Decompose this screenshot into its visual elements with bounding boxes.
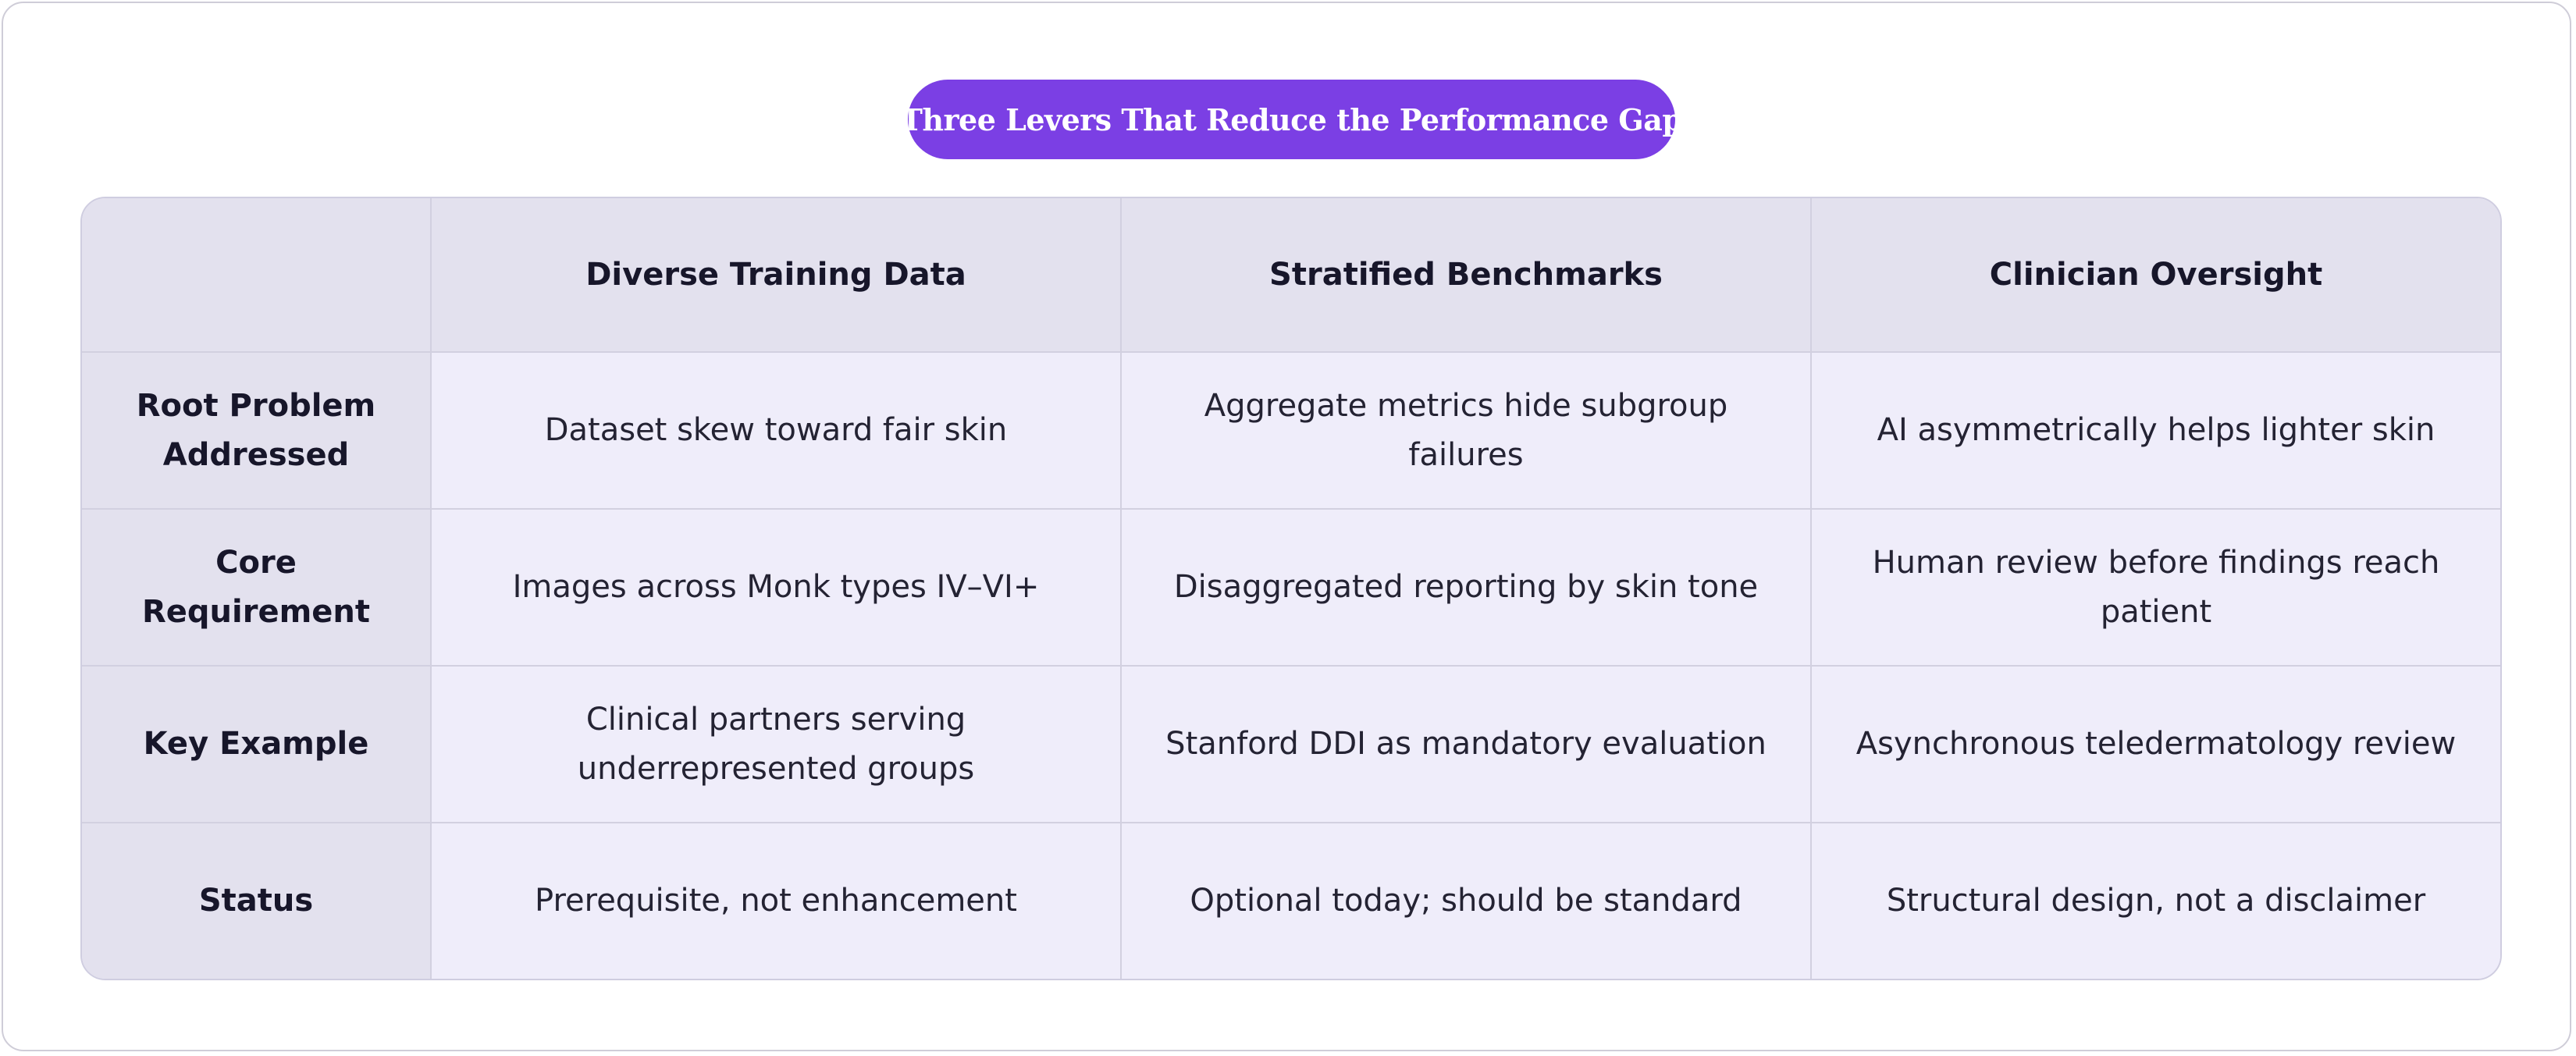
table-cell: Aggregate metrics hide subgroup failures — [1122, 353, 1812, 510]
row-header-key-example: Key Example — [82, 667, 432, 823]
table-cell: Dataset skew toward fair skin — [432, 353, 1122, 510]
comparison-table: Diverse Training Data Stratified Benchma… — [80, 197, 2502, 980]
column-header-clinician-oversight: Clinician Oversight — [1812, 198, 2500, 353]
row-header-status: Status — [82, 823, 432, 979]
table-cell: Asynchronous teledermatology review — [1812, 667, 2500, 823]
table-cell: Images across Monk types IV–VI+ — [432, 510, 1122, 667]
table-cell: AI asymmetrically helps lighter skin — [1812, 353, 2500, 510]
table-cell: Clinical partners serving underrepresent… — [432, 667, 1122, 823]
row-header-core-requirement: Core Requirement — [82, 510, 432, 667]
table-grid: Diverse Training Data Stratified Benchma… — [82, 198, 2500, 979]
page-title: Three Levers That Reduce the Performance… — [900, 101, 1683, 137]
table-cell: Human review before findings reach patie… — [1812, 510, 2500, 667]
table-cell: Optional today; should be standard — [1122, 823, 1812, 979]
column-header-stratified-benchmarks: Stratified Benchmarks — [1122, 198, 1812, 353]
table-cell: Structural design, not a disclaimer — [1812, 823, 2500, 979]
table-cell: Disaggregated reporting by skin tone — [1122, 510, 1812, 667]
row-header-root-problem: Root Problem Addressed — [82, 353, 432, 510]
column-header-diverse-training-data: Diverse Training Data — [432, 198, 1122, 353]
table-cell: Stanford DDI as mandatory evaluation — [1122, 667, 1812, 823]
table-corner-cell — [82, 198, 432, 353]
title-pill: Three Levers That Reduce the Performance… — [901, 80, 1683, 159]
table-cell: Prerequisite, not enhancement — [432, 823, 1122, 979]
